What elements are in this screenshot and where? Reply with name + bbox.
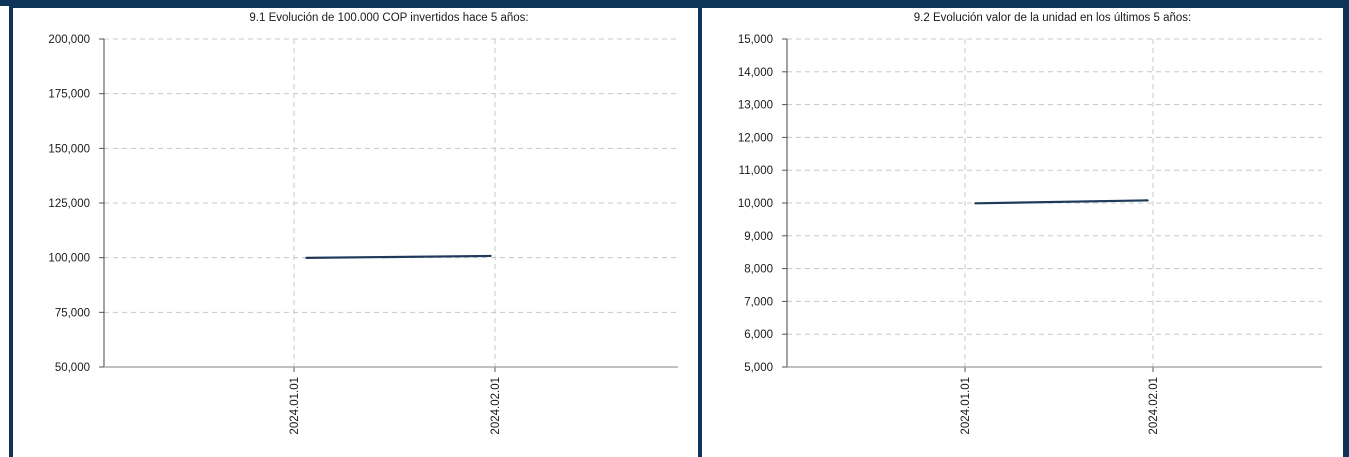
y-tick-label: 7,000 [744, 296, 773, 308]
y-tick-label: 13,000 [738, 100, 773, 112]
x-tick-label: 2024.01.01 [960, 377, 972, 435]
y-tick-label: 175,000 [48, 89, 90, 101]
header-bar [0, 0, 1349, 6]
unit-value-evolution-chart: 9.2 Evolución valor de la unidad en los … [738, 12, 1322, 435]
series-line [305, 254, 492, 259]
y-tick-label: 8,000 [744, 264, 773, 276]
y-tick-label: 200,000 [48, 34, 90, 46]
data-point [974, 202, 976, 205]
x-tick-label: 2024.02.01 [490, 377, 502, 435]
series-line [974, 199, 1149, 205]
chart-panel-right [698, 6, 1349, 457]
y-tick-label: 75,000 [55, 307, 90, 319]
y-tick-label: 12,000 [738, 132, 773, 144]
y-tick-label: 150,000 [48, 143, 90, 155]
y-tick-label: 100,000 [48, 253, 90, 265]
chart-title: 9.2 Evolución valor de la unidad en los … [914, 12, 1191, 24]
y-tick-label: 10,000 [738, 198, 773, 210]
y-tick-label: 14,000 [738, 67, 773, 79]
chart-title: 9.1 Evolución de 100.000 COP invertidos … [249, 12, 528, 24]
y-tick-label: 11,000 [739, 165, 773, 177]
y-tick-label: 125,000 [48, 198, 90, 210]
investment-evolution-chart: 9.1 Evolución de 100.000 COP invertidos … [48, 12, 678, 435]
data-point [1147, 199, 1149, 202]
y-tick-label: 6,000 [744, 329, 773, 341]
x-tick-label: 2024.01.01 [289, 377, 301, 435]
x-tick-label: 2024.02.01 [1148, 377, 1160, 435]
y-tick-label: 15,000 [738, 34, 773, 46]
data-point [305, 257, 307, 259]
y-tick-label: 50,000 [55, 362, 90, 374]
data-point [490, 255, 492, 257]
y-tick-label: 9,000 [744, 231, 773, 243]
y-tick-label: 5,000 [744, 362, 773, 374]
